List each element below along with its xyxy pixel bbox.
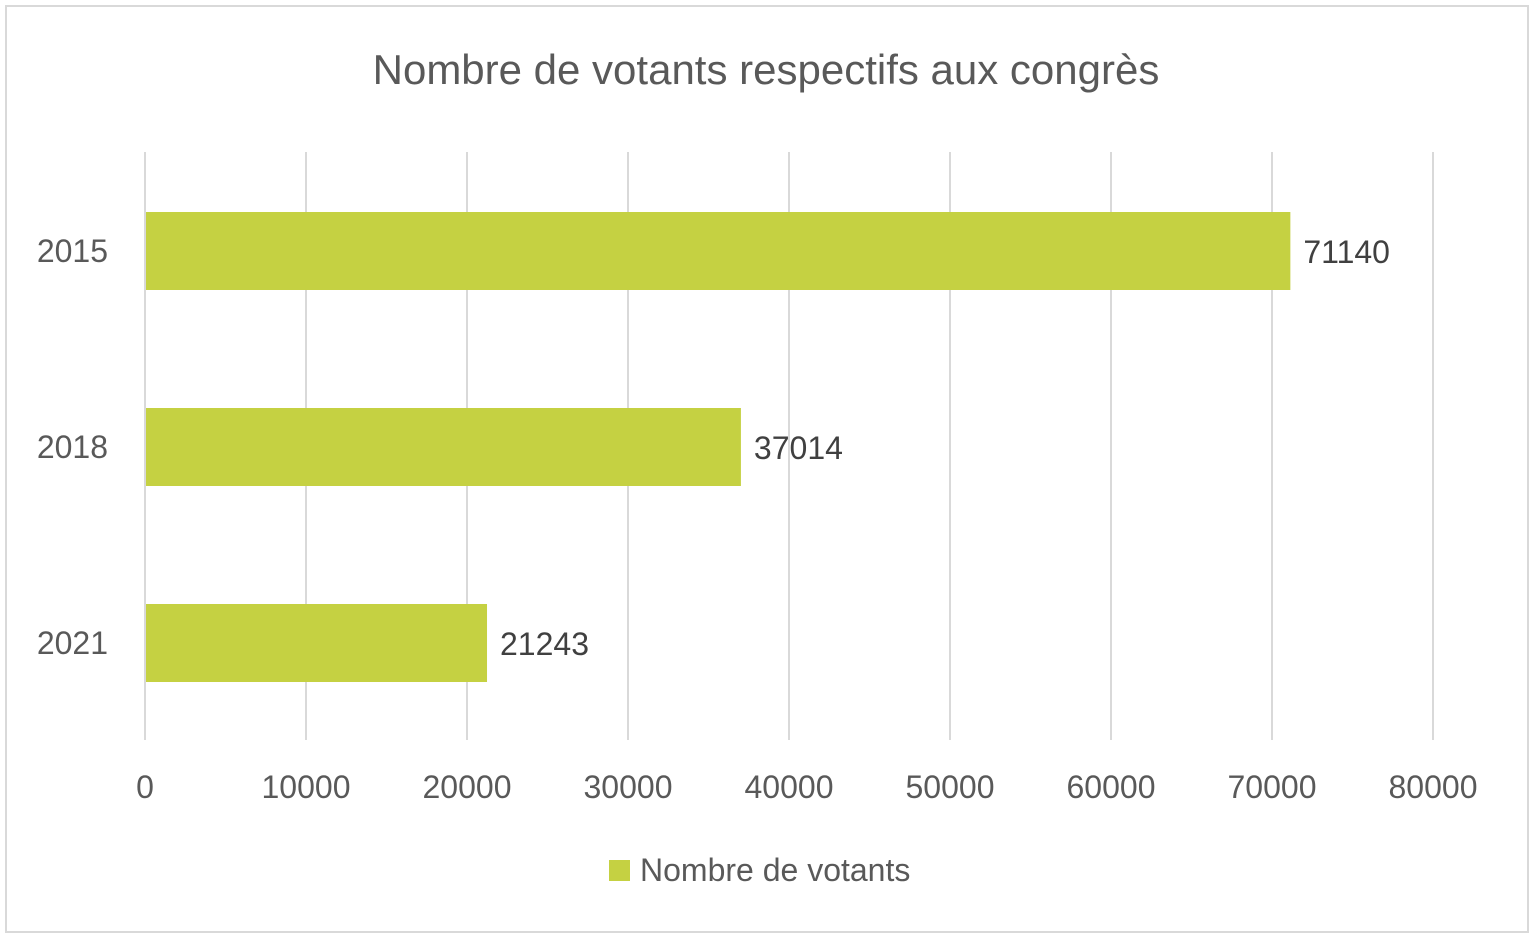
data-label: 71140 — [1303, 234, 1390, 270]
bar-2018 — [146, 408, 741, 486]
x-tick-label: 80000 — [1389, 769, 1478, 805]
chart-title: Nombre de votants respectifs aux congrès — [373, 46, 1160, 93]
x-tick-label: 60000 — [1067, 769, 1156, 805]
legend-swatch — [609, 860, 630, 881]
x-tick-label: 50000 — [906, 769, 995, 805]
x-tick-label: 40000 — [745, 769, 834, 805]
legend-label: Nombre de votants — [640, 852, 910, 888]
bar-2021 — [146, 604, 488, 682]
y-tick-label: 2018 — [37, 429, 108, 465]
x-tick-label: 10000 — [262, 769, 351, 805]
y-tick-label: 2021 — [37, 625, 108, 661]
x-tick-label: 0 — [136, 769, 154, 805]
chart-frame — [5, 5, 1529, 933]
bar-2015 — [146, 212, 1291, 290]
x-tick-label: 30000 — [584, 769, 673, 805]
data-label: 21243 — [500, 626, 589, 662]
x-tick-label: 20000 — [423, 769, 512, 805]
y-tick-label: 2015 — [37, 233, 108, 269]
data-label: 37014 — [754, 430, 843, 466]
x-tick-label: 70000 — [1228, 769, 1317, 805]
